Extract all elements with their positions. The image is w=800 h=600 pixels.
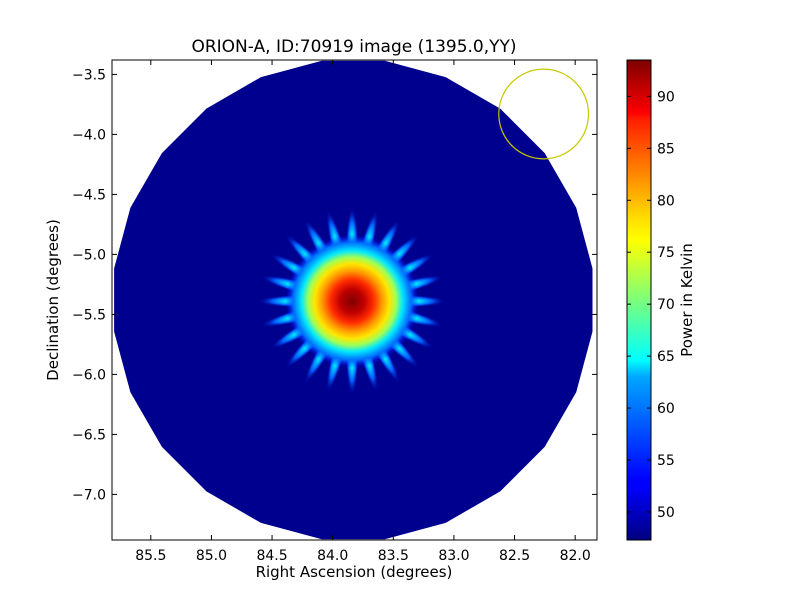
beam-circle [498, 68, 590, 160]
x-axis-label: Right Ascension (degrees) [256, 563, 453, 581]
y-tick-label: −6.5 [72, 427, 106, 443]
bright-source [285, 234, 419, 368]
y-tick-label: −5.0 [72, 247, 106, 263]
y-tick-label: −4.0 [72, 127, 106, 143]
colorbar-tick-label: 50 [657, 505, 675, 521]
colorbar-tick-label: 55 [657, 453, 675, 469]
y-tick-label: −3.5 [72, 67, 106, 83]
x-tick-label: 84.0 [317, 548, 348, 564]
x-tick-label: 85.5 [135, 548, 166, 564]
colorbar: 50 55 60 65 70 75 80 85 90 Power in Kelvin [626, 59, 696, 541]
colorbar-tick-label: 70 [657, 297, 675, 313]
plot-area [111, 59, 598, 541]
colorbar-tick-label: 80 [657, 193, 675, 209]
x-tick-label: 82.5 [499, 548, 530, 564]
x-tick-label: 84.5 [256, 548, 287, 564]
colorbar-tick-label: 60 [657, 401, 675, 417]
x-axis-ticks: 85.5 85.0 84.5 84.0 83.5 83.0 82.5 82.0 [135, 60, 591, 564]
x-tick-label: 85.0 [196, 548, 227, 564]
colorbar-tick-label: 75 [657, 245, 675, 261]
colorbar-tick-label: 65 [657, 349, 675, 365]
x-tick-label: 83.0 [438, 548, 469, 564]
colorbar-ticks: 50 55 60 65 70 75 80 85 90 [627, 89, 675, 521]
y-axis-ticks: −3.5 −4.0 −4.5 −5.0 −5.5 −6.0 −6.5 −7.0 [72, 67, 597, 503]
colorbar-label: Power in Kelvin [678, 243, 696, 357]
y-tick-label: −7.0 [72, 487, 106, 503]
y-axis-label: Declination (degrees) [44, 219, 62, 381]
x-tick-label: 83.5 [378, 548, 409, 564]
colorbar-tick-label: 85 [657, 141, 675, 157]
chart-title: ORION-A, ID:70919 image (1395.0,YY) [191, 37, 516, 57]
colorbar-tick-label: 90 [657, 89, 675, 105]
y-tick-label: −5.5 [72, 307, 106, 323]
x-tick-label: 82.0 [560, 548, 591, 564]
y-tick-label: −6.0 [72, 367, 106, 383]
y-tick-label: −4.5 [72, 187, 106, 203]
